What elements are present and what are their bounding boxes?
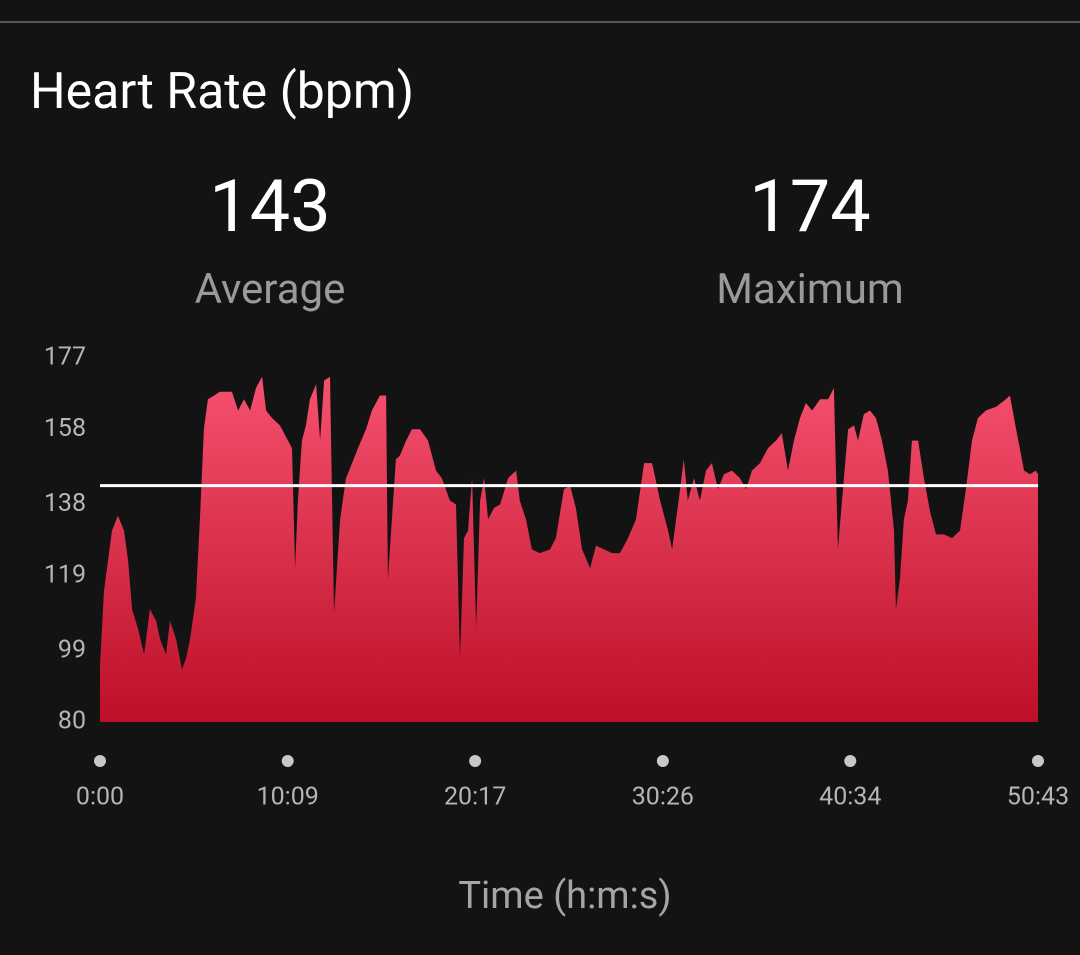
x-tick-dot <box>94 755 106 767</box>
maximum-label: Maximum <box>716 265 903 314</box>
y-tick-label: 177 <box>44 343 86 372</box>
y-tick-label: 99 <box>58 635 86 664</box>
x-tick-label: 20:17 <box>444 783 506 812</box>
x-tick-dot <box>656 755 669 767</box>
average-label: Average <box>195 265 346 314</box>
x-tick-dot <box>469 755 482 767</box>
x-axis-title: Time (h:m:s) <box>458 874 671 918</box>
title: Heart Rate (bpm) <box>30 63 414 121</box>
x-tick-label: 50:43 <box>1007 783 1069 812</box>
x-tick-dot <box>1032 755 1044 767</box>
x-tick-dot <box>844 755 857 767</box>
average-value: 143 <box>209 164 330 249</box>
x-tick-label: 30:26 <box>632 783 694 812</box>
y-tick-label: 158 <box>44 414 86 443</box>
heart-rate-area <box>100 376 1038 722</box>
x-tick-label: 10:09 <box>257 783 319 812</box>
maximum-value: 174 <box>749 164 870 249</box>
x-tick-dot <box>281 755 294 767</box>
x-tick-label: 0:00 <box>76 783 124 812</box>
y-tick-label: 138 <box>44 489 86 518</box>
y-tick-label: 119 <box>44 560 86 589</box>
x-tick-label: 40:34 <box>819 783 881 812</box>
y-tick-label: 80 <box>58 707 86 736</box>
